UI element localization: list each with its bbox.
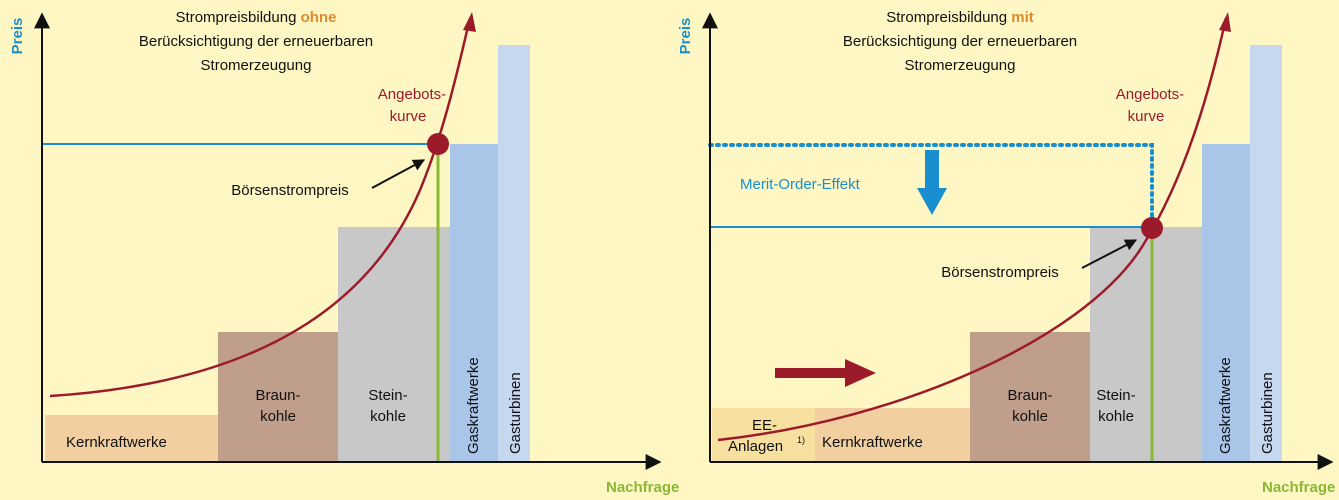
title: Berücksichtigung der erneuerbaren <box>843 33 1077 50</box>
block-label: kohle <box>370 408 406 425</box>
block <box>218 332 338 462</box>
block-label: kohle <box>1012 408 1048 425</box>
price-label: Börsenstrompreis <box>941 264 1059 281</box>
block <box>1090 227 1202 462</box>
y-label: Preis <box>9 18 26 55</box>
curve-label: kurve <box>1128 108 1165 125</box>
down-arrow <box>917 150 947 215</box>
block <box>970 332 1090 462</box>
effect-label: Merit-Order-Effekt <box>740 176 861 193</box>
block-label: Stein- <box>368 387 407 404</box>
block-label: Gasturbinen <box>1259 372 1276 454</box>
block-label: Stein- <box>1096 387 1135 404</box>
block <box>450 144 498 462</box>
block-label: Braun- <box>255 387 300 404</box>
equilibrium <box>1141 217 1163 239</box>
old-price-line <box>708 143 1154 224</box>
block-label: Gasturbinen <box>507 372 524 454</box>
title: Stromerzeugung <box>201 57 312 74</box>
block-label: Kernkraftwerke <box>822 434 923 451</box>
block <box>338 227 450 462</box>
title: Strompreisbildung ohne <box>176 9 337 26</box>
footnote: 1) <box>797 435 805 445</box>
curve-label: Angebots- <box>1116 86 1184 103</box>
block-label: Gaskraftwerke <box>1217 357 1234 454</box>
block-label: Braun- <box>1007 387 1052 404</box>
x-label: Nachfrage <box>606 479 679 496</box>
supply-curve <box>49 17 472 398</box>
curve-arrow <box>463 12 476 32</box>
title: Stromerzeugung <box>905 57 1016 74</box>
block-label: Kernkraftwerke <box>66 434 167 451</box>
x-label: Nachfrage <box>1262 479 1335 496</box>
equilibrium <box>427 133 449 155</box>
price-label: Börsenstrompreis <box>231 182 349 199</box>
shift-arrow <box>775 359 876 387</box>
block <box>45 415 218 462</box>
block <box>498 45 530 462</box>
curve-label: kurve <box>390 108 427 125</box>
block <box>1202 144 1250 462</box>
block-label: kohle <box>260 408 296 425</box>
left-panel: Preis Nachfrage Strompreisbildung ohne B… <box>9 9 679 496</box>
block <box>1250 45 1282 462</box>
arrow <box>371 159 426 189</box>
right-panel: Preis Nachfrage Strompreisbildung mit Be… <box>677 9 1335 496</box>
curve-arrow <box>1219 12 1231 32</box>
block-label: EE- <box>752 417 777 434</box>
supply-curve <box>717 17 1228 442</box>
block-label: Gaskraftwerke <box>465 357 482 454</box>
block-label: Anlagen <box>728 438 783 455</box>
title: Strompreisbildung mit <box>886 9 1034 26</box>
title: Berücksichtigung der erneuerbaren <box>139 33 373 50</box>
y-label: Preis <box>677 18 694 55</box>
block-label: kohle <box>1098 408 1134 425</box>
curve-label: Angebots- <box>378 86 446 103</box>
arrow <box>1081 239 1138 269</box>
